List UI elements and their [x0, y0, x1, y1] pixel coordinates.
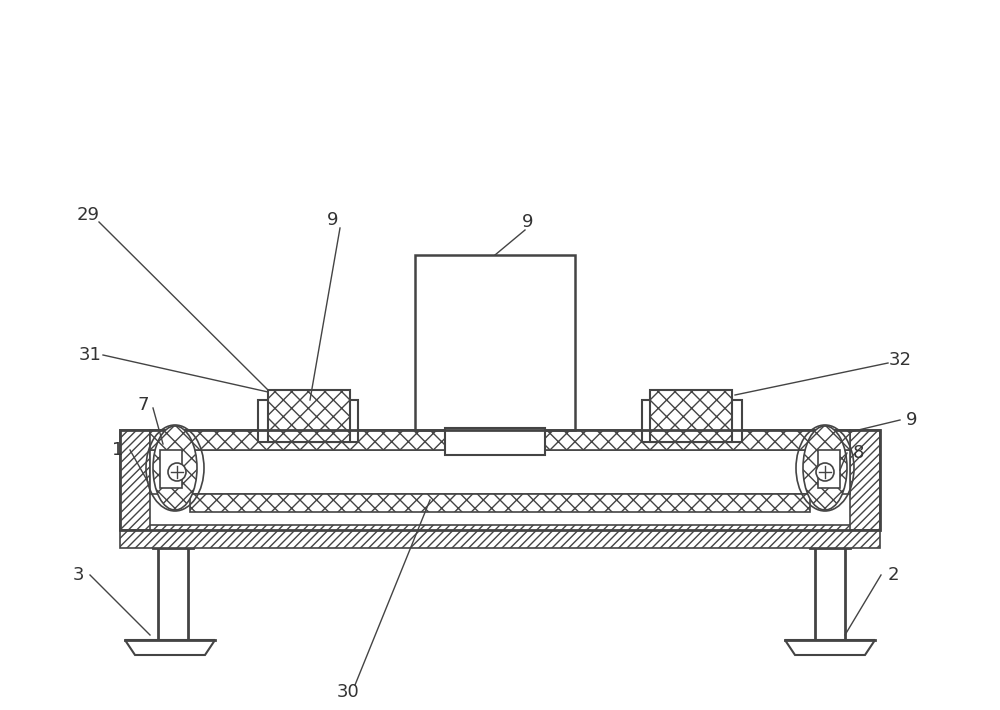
Text: 8: 8 [852, 444, 864, 462]
Circle shape [168, 463, 186, 481]
Bar [445, 428, 545, 455]
Bar [150, 430, 850, 450]
Bar [120, 430, 150, 530]
Text: 2: 2 [887, 566, 899, 584]
Polygon shape [125, 640, 215, 655]
Bar [190, 494, 810, 512]
Bar [120, 525, 880, 548]
Bar [650, 390, 732, 442]
Circle shape [816, 463, 834, 481]
Polygon shape [785, 640, 875, 655]
Bar [642, 400, 742, 442]
Text: 1: 1 [112, 441, 124, 459]
Text: 3: 3 [72, 566, 84, 584]
Text: 31: 31 [79, 346, 101, 364]
Text: 29: 29 [76, 206, 100, 224]
Text: 32: 32 [889, 351, 912, 369]
Text: 9: 9 [327, 211, 339, 229]
Bar [268, 390, 350, 442]
Bar [120, 430, 880, 530]
Ellipse shape [153, 426, 197, 510]
Bar [160, 450, 182, 488]
Bar [258, 400, 358, 442]
Bar [818, 450, 840, 488]
Text: 30: 30 [337, 683, 359, 701]
Text: 7: 7 [137, 396, 149, 414]
Text: 9: 9 [906, 411, 918, 429]
Bar [850, 430, 880, 530]
Ellipse shape [803, 426, 847, 510]
Text: 9: 9 [522, 213, 534, 231]
Bar [150, 450, 850, 494]
Bar [415, 255, 575, 430]
